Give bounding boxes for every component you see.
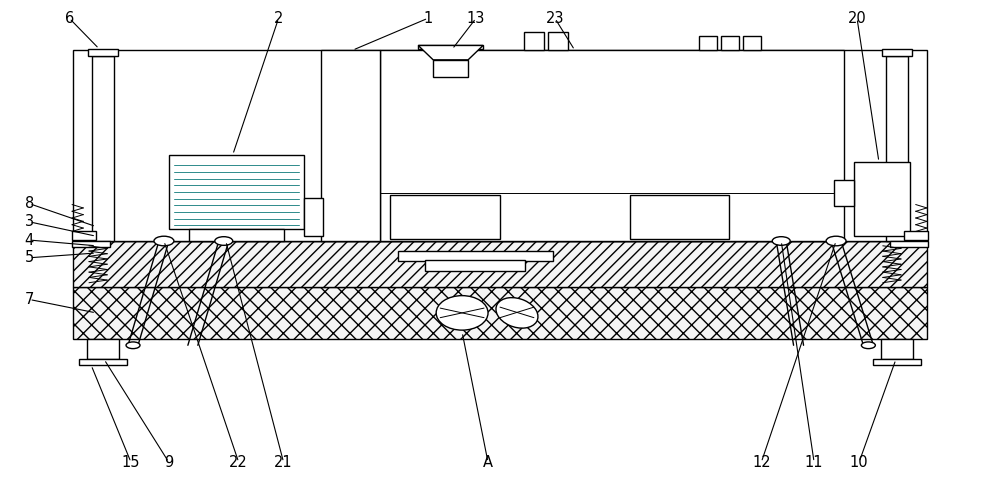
Text: 13: 13	[467, 11, 485, 26]
Text: 23: 23	[546, 11, 564, 26]
Circle shape	[154, 236, 174, 246]
Bar	[72, 231, 96, 240]
Circle shape	[861, 342, 875, 348]
Bar	[73, 286, 927, 339]
Bar	[380, 50, 844, 241]
Text: 6: 6	[65, 11, 74, 26]
Bar	[304, 198, 323, 236]
Polygon shape	[418, 45, 483, 60]
Bar	[73, 241, 927, 286]
Text: 2: 2	[274, 11, 283, 26]
Bar	[699, 36, 717, 50]
Bar	[320, 50, 380, 241]
Text: 15: 15	[122, 455, 140, 470]
Bar	[73, 50, 927, 241]
Circle shape	[215, 237, 233, 245]
Bar	[630, 196, 729, 239]
Bar	[92, 56, 114, 241]
Text: A: A	[483, 455, 493, 470]
Bar	[873, 360, 921, 365]
Bar	[886, 56, 908, 241]
Bar	[398, 251, 553, 261]
Circle shape	[126, 342, 140, 348]
Bar	[169, 155, 304, 229]
Bar	[87, 339, 119, 360]
Text: 20: 20	[848, 11, 866, 26]
Bar	[524, 32, 544, 50]
Text: 22: 22	[229, 455, 248, 470]
Bar	[548, 32, 568, 50]
Bar	[72, 241, 110, 247]
Bar	[425, 260, 525, 271]
Ellipse shape	[496, 298, 538, 328]
Text: 3: 3	[25, 214, 34, 229]
Text: 8: 8	[25, 196, 34, 211]
Bar	[721, 36, 739, 50]
Text: 21: 21	[274, 455, 293, 470]
Text: 10: 10	[850, 455, 868, 470]
Bar	[854, 162, 910, 236]
Circle shape	[772, 237, 790, 245]
Ellipse shape	[436, 295, 488, 330]
Bar	[904, 231, 928, 240]
Bar	[834, 180, 854, 206]
Text: 5: 5	[25, 250, 34, 265]
Text: 7: 7	[25, 292, 34, 307]
Text: 9: 9	[164, 455, 174, 470]
Text: 1: 1	[424, 11, 433, 26]
Bar	[433, 60, 468, 77]
Bar	[882, 49, 912, 56]
Text: 4: 4	[25, 232, 34, 248]
Text: 11: 11	[805, 455, 823, 470]
Bar	[881, 339, 913, 360]
Text: 12: 12	[752, 455, 771, 470]
Bar	[189, 229, 284, 241]
Bar	[79, 360, 127, 365]
Bar	[390, 196, 500, 239]
Bar	[890, 241, 928, 247]
Bar	[88, 49, 118, 56]
Bar	[743, 36, 761, 50]
Circle shape	[826, 236, 846, 246]
Bar	[418, 45, 483, 49]
